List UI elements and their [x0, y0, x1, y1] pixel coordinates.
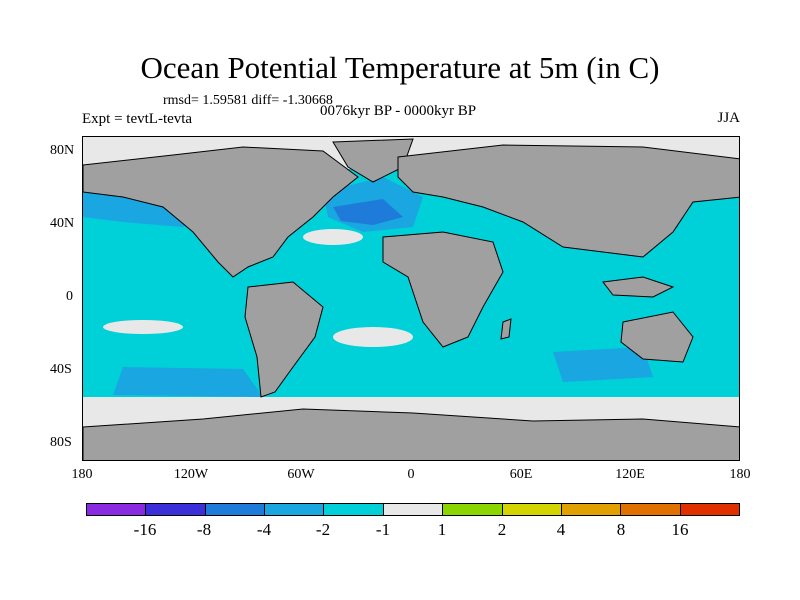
antarctica	[83, 408, 739, 460]
indian-cool	[553, 347, 653, 382]
lon-label-60w: 60W	[287, 467, 315, 482]
lon-label-0: 0	[407, 467, 415, 482]
colorbar-label: 4	[556, 520, 566, 539]
lon-label-180w: 180	[71, 467, 93, 482]
period-label: 0076kyr BP - 0000kyr BP	[320, 103, 477, 119]
colorbar-label: -2	[315, 520, 331, 539]
lat-label-40n: 40N	[50, 216, 75, 231]
colorbar-box	[680, 504, 739, 515]
greenland	[332, 138, 414, 183]
colorbar-label: 16	[671, 520, 689, 539]
north-atlantic-neutral	[303, 229, 363, 245]
stats-text: rmsd= 1.59581 diff= -1.30668	[163, 93, 333, 108]
madagascar	[500, 318, 512, 340]
south-america	[244, 281, 324, 398]
colorbar-label: -1	[375, 520, 391, 539]
map-svg	[83, 137, 739, 460]
south-atlantic-neutral	[333, 327, 413, 347]
lon-label-120w: 120W	[173, 467, 209, 482]
north-atlantic-cold	[333, 199, 403, 225]
colorbar-box	[443, 504, 503, 515]
colorbar-label: -4	[256, 520, 272, 539]
colorbar-box	[502, 504, 562, 515]
lon-label-180e: 180	[729, 467, 751, 482]
colorbar-box	[324, 504, 384, 515]
colorbar-label: 2	[497, 520, 507, 539]
equatorial-pacific-neutral	[103, 320, 183, 334]
colorbar-box	[621, 504, 681, 515]
eurasia	[397, 144, 739, 258]
south-pacific-cool	[113, 367, 263, 397]
colorbar-box	[146, 504, 206, 515]
indonesia	[602, 276, 675, 298]
experiment-label: Expt = tevtL-tevta	[82, 111, 193, 127]
lat-label-0: 0	[66, 289, 73, 304]
lon-label-120e: 120E	[615, 467, 645, 482]
colorbar-box	[561, 504, 622, 515]
colorbar-box	[265, 504, 325, 515]
africa	[382, 231, 504, 348]
lon-label-60e: 60E	[509, 467, 533, 482]
colorbar-label: 8	[616, 520, 626, 539]
colorbar	[86, 503, 740, 516]
season-label: JJA	[717, 110, 740, 126]
colorbar-box	[205, 504, 266, 515]
colorbar-box	[383, 504, 444, 515]
map-panel	[82, 136, 740, 461]
north-america	[83, 146, 359, 278]
lat-label-40s: 40S	[50, 362, 72, 377]
australia	[620, 311, 694, 363]
map-title: Ocean Potential Temperature at 5m (in C)	[140, 50, 660, 85]
colorbar-label: -8	[196, 520, 212, 539]
colorbar-box	[87, 504, 147, 515]
colorbar-label: -16	[133, 520, 157, 539]
lat-label-80s: 80S	[50, 435, 72, 450]
colorbar-label: 1	[437, 520, 447, 539]
lat-label-80n: 80N	[50, 143, 75, 158]
